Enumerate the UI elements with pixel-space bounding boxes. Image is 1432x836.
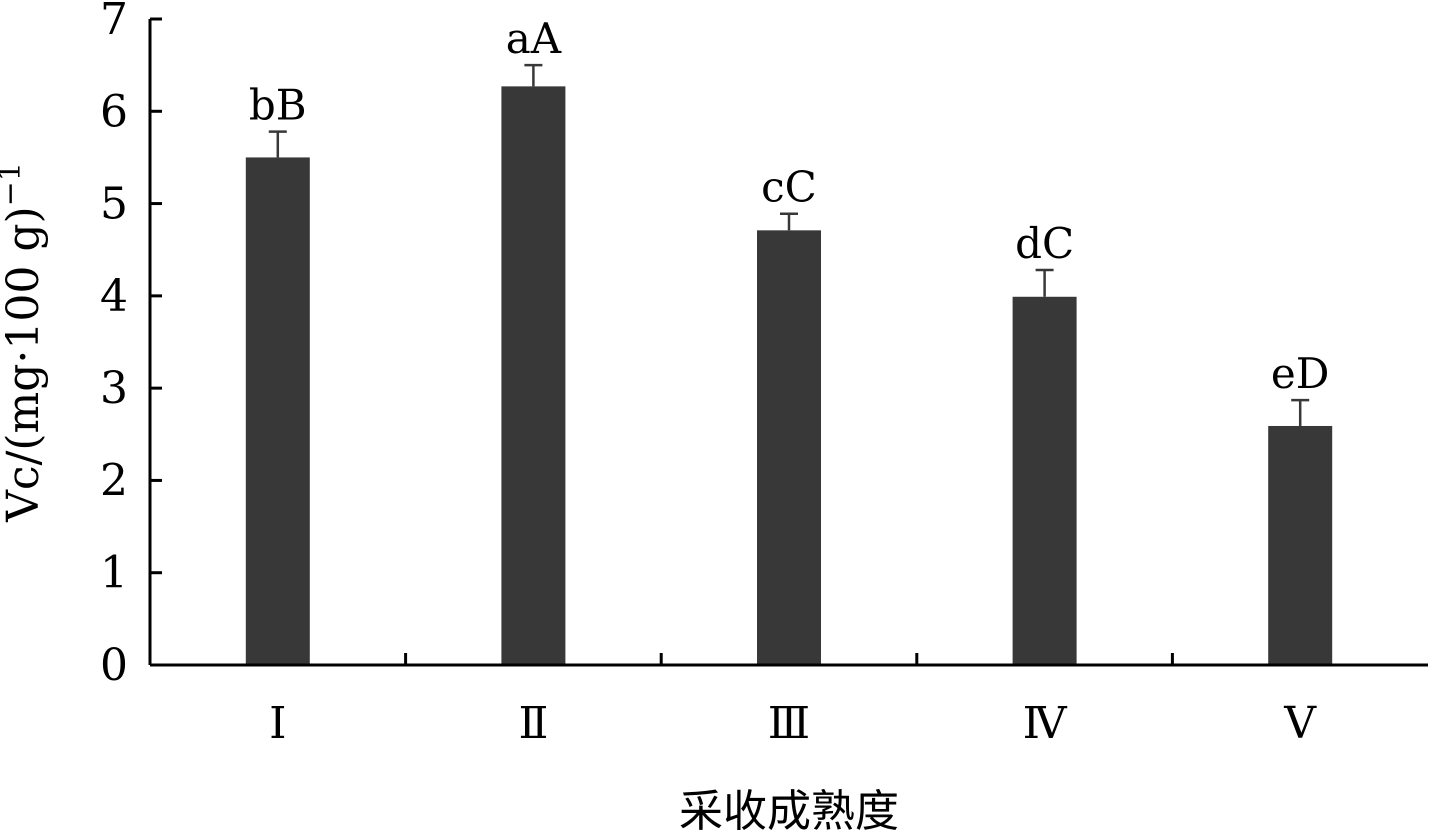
significance-label: cC — [761, 163, 817, 212]
significance-label: dC — [1015, 219, 1074, 268]
y-ticks-layer: 0 1 2 3 4 5 6 7 — [100, 0, 162, 691]
x-tick-label: Ⅳ — [1023, 698, 1068, 749]
y-tick-label: 7 — [100, 0, 128, 45]
y-tick-label: 4 — [100, 271, 128, 322]
bar — [501, 86, 566, 665]
significance-label: eD — [1271, 349, 1330, 398]
bar — [245, 157, 310, 665]
y-tick-label: 3 — [100, 363, 128, 414]
x-tick-label: Ⅰ — [269, 698, 286, 749]
y-tick-label: 0 — [100, 640, 128, 691]
bar — [757, 230, 821, 665]
y-axis-title: Vc/(mg·100 g)−1 — [0, 162, 49, 523]
y-axis-title-superscript: −1 — [0, 162, 28, 206]
bar — [1268, 425, 1333, 665]
y-tick-label: 1 — [100, 548, 128, 599]
y-tick-label: 6 — [100, 86, 128, 137]
significance-labels-layer: bB aA cC dC eD — [249, 14, 1330, 398]
y-tick-label: 5 — [100, 179, 128, 230]
significance-label: bB — [249, 81, 307, 130]
significance-label: aA — [506, 14, 562, 63]
x-axis-title: 采收成熟度 — [679, 786, 899, 836]
x-tick-label: Ⅱ — [518, 698, 548, 749]
error-bars-layer — [268, 63, 1310, 426]
y-axis-title-main: Vc/(mg·100 g) — [0, 206, 49, 523]
bar — [1012, 296, 1077, 665]
x-tick-label: Ⅲ — [768, 698, 810, 749]
y-tick-label: 2 — [100, 455, 128, 506]
x-ticks-layer: Ⅰ Ⅱ Ⅲ Ⅳ Ⅴ — [269, 653, 1317, 749]
x-tick-label: Ⅴ — [1283, 698, 1317, 749]
bars-layer — [245, 86, 1333, 665]
